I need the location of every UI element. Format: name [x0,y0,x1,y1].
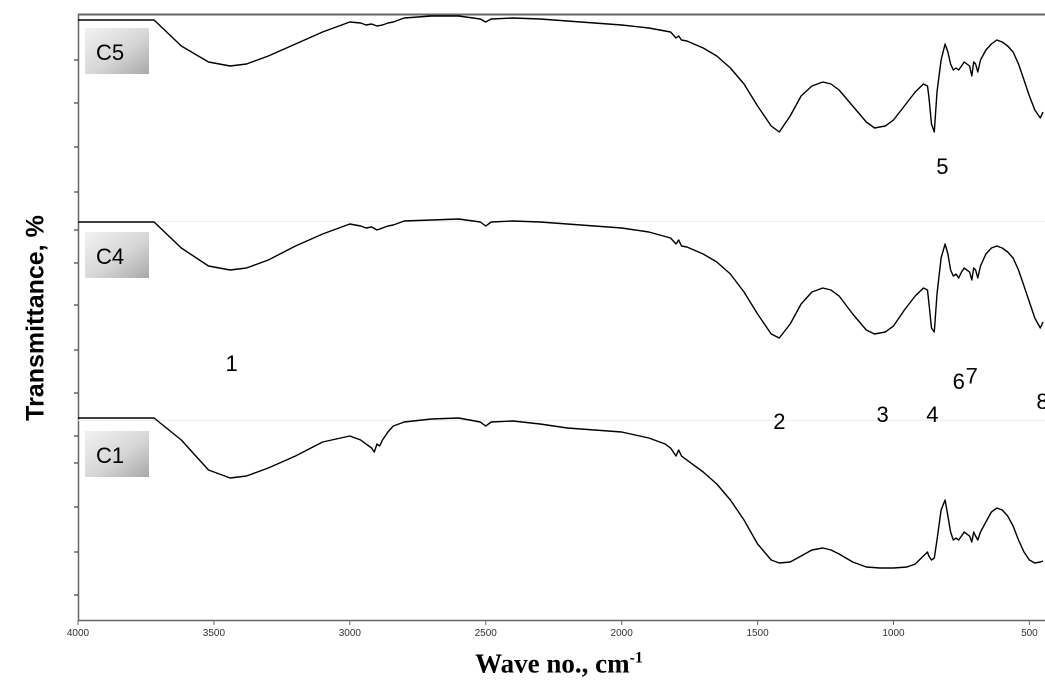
x-tick-label: 1000 [882,628,905,639]
peak-label: 3 [876,402,888,427]
y-ticks [74,59,78,596]
spectrum-label-box [85,232,149,278]
peak-label: 2 [773,409,785,434]
x-tick-label: 1500 [746,628,769,639]
peak-label: 6 [953,369,965,394]
x-axis-label-superscript: -1 [629,649,643,667]
peak-label: 8 [1036,389,1045,414]
x-tick-label: 3500 [203,628,226,639]
peak-label: 5 [936,154,948,179]
x-tick-label: 2500 [475,628,498,639]
peak-label: 1 [225,351,237,376]
x-tick-label: 4000 [67,628,90,639]
x-axis-ticks: 4000 3500 3000 2500 2000 1500 1000 500 [67,620,1038,639]
series-group [78,15,1044,569]
x-tick-label: 2000 [611,628,634,639]
spectrum-label-c5: C5 [96,40,124,65]
peak-label: 4 [926,402,938,427]
spectrum-line-c1 [78,417,1044,569]
spectrum-labels: C5 C4 C1 [85,28,149,477]
spectrum-label-c1: C1 [96,443,124,468]
x-tick-label: 3000 [339,628,362,639]
x-tick-label: 500 [1021,628,1038,639]
spectrum-line-c5 [78,15,1044,133]
x-axis-label: Wave no., cm-1 [475,649,643,680]
y-axis-label: Transmittance, % [21,215,50,421]
spectrum-label-box [85,28,149,74]
peak-label: 7 [966,363,978,388]
peak-labels: 5 1 6 7 2 3 4 8 [225,154,1045,434]
spectrum-line-c4 [78,218,1044,339]
x-axis-label-text: Wave no., cm [475,648,630,679]
spectrum-label-box [85,431,149,477]
spectrum-label-c4: C4 [96,244,124,269]
